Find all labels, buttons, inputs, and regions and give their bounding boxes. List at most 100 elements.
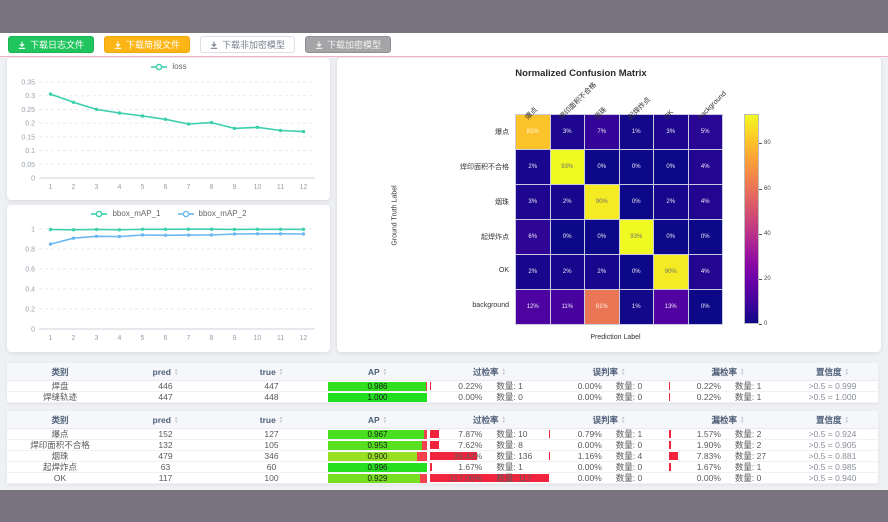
sort-caret-icon[interactable]: ▲ ▼: [501, 367, 506, 376]
cell-overdetect-rate: 1.67% 数量: 1: [430, 462, 549, 472]
download-plain-model-button[interactable]: 下载非加密模型: [200, 36, 296, 53]
column-label: 漏检率: [711, 366, 738, 377]
ap-bar-fill: [328, 393, 427, 402]
cell-misjudge-rate: 0.00% 数量: 0: [549, 440, 669, 450]
column-header-过检率[interactable]: 过检率 ▲ ▼: [430, 363, 549, 380]
legend-item-loss[interactable]: loss: [150, 62, 187, 71]
download-log-button[interactable]: 下载日志文件: [8, 36, 95, 53]
sort-caret-icon[interactable]: ▲ ▼: [621, 415, 626, 424]
svg-text:0.25: 0.25: [21, 107, 35, 114]
matrix-cell: 2%: [585, 255, 619, 289]
sort-caret-icon[interactable]: ▲ ▼: [278, 367, 284, 376]
cell-overdetect-rate: 0.22% 数量: 1: [430, 381, 549, 391]
metrics-table-2: 类别 pred ▲ ▼ true ▲ ▼ AP ▲ ▼ 过检率 ▲ ▼ 误判率 ▲ ▼ 漏检率 ▲ ▼ 置信度 ▲ ▼ 爆点…: [7, 411, 878, 484]
download-report-button[interactable]: 下载简报文件: [104, 36, 191, 53]
cell-overdetect-rate: 7.87% 数量: 10: [430, 429, 549, 439]
matrix-cell: 0%: [654, 150, 688, 184]
svg-text:9: 9: [233, 184, 237, 191]
table-header-row: 类别 pred ▲ ▼ true ▲ ▼ AP ▲ ▼ 过检率 ▲ ▼ 误判率 ▲ ▼ 漏检率 ▲ ▼ 置信度 ▲ ▼: [7, 363, 878, 381]
column-label: 类别: [51, 366, 69, 377]
sort-caret-icon[interactable]: ▲ ▼: [621, 367, 626, 376]
rate-count: 数量: 1: [496, 462, 523, 472]
column-header-true[interactable]: true ▲ ▼: [218, 363, 325, 380]
column-header-误判率[interactable]: 误判率 ▲ ▼: [549, 411, 669, 428]
cell-ap: 0.900: [325, 451, 430, 461]
legend-item-bbox_mAP_2[interactable]: bbox_mAP_2: [177, 209, 247, 218]
cell-miss-rate: 1.90% 数量: 2: [669, 440, 787, 450]
svg-text:0.4: 0.4: [25, 287, 35, 294]
column-header-漏检率[interactable]: 漏检率 ▲ ▼: [669, 363, 787, 380]
matrix-cell: 5%: [688, 115, 722, 149]
column-header-过检率[interactable]: 过检率 ▲ ▼: [430, 411, 549, 428]
matrix-cell: 0%: [585, 150, 619, 184]
legend-item-bbox_mAP_1[interactable]: bbox_mAP_1: [90, 209, 161, 218]
confusion-matrix-grid: 81% 3% 7% 1% 3% 5% 2% 93% 0% 0% 0% 4% 3% 2% 90% 0% 2% 4% 6…: [515, 114, 723, 325]
sort-caret-icon[interactable]: ▲ ▼: [173, 415, 179, 424]
column-header-pred[interactable]: pred ▲ ▼: [113, 363, 218, 380]
rate-bar: [549, 452, 551, 460]
ap-bar: 0.967: [328, 430, 427, 439]
rate-count: 数量: 10: [496, 429, 528, 439]
matrix-cell: 4%: [688, 185, 722, 219]
cell-miss-rate: 0.22% 数量: 1: [669, 392, 787, 402]
rate-percent: 1.67%: [458, 462, 483, 472]
sort-caret-icon[interactable]: ▲ ▼: [382, 415, 388, 424]
svg-text:2: 2: [72, 184, 76, 191]
sort-caret-icon[interactable]: ▲ ▼: [740, 367, 745, 376]
cell-class-name: 起焊炸点: [42, 462, 77, 472]
matrix-cell: 93%: [550, 150, 584, 184]
column-label: 置信度: [816, 414, 842, 425]
rate-bar: [549, 430, 551, 438]
matrix-cell: 93%: [619, 220, 653, 254]
rate-count: 数量: 1: [734, 462, 762, 472]
rate-percent: 1.67%: [696, 462, 721, 472]
sort-caret-icon[interactable]: ▲ ▼: [501, 415, 506, 424]
column-header-置信度[interactable]: 置信度 ▲ ▼: [787, 411, 878, 428]
sort-caret-icon[interactable]: ▲ ▼: [844, 415, 849, 424]
rate-count: 数量: 136: [496, 451, 533, 461]
download-encrypted-model-button[interactable]: 下载加密模型: [305, 36, 392, 53]
sort-caret-icon[interactable]: ▲ ▼: [740, 415, 745, 424]
column-label: 类别: [51, 414, 69, 425]
sort-caret-icon[interactable]: ▲ ▼: [173, 367, 179, 376]
rate-count: 数量: 117: [496, 473, 532, 483]
ap-bar-fill: [328, 382, 426, 391]
svg-text:8: 8: [210, 184, 214, 191]
table-row: 焊缝轨迹 447 448 1.000 0.00% 数量: 0 0.00% 数量: 0 0.22%…: [7, 392, 878, 403]
column-header-误判率[interactable]: 误判率 ▲ ▼: [549, 363, 669, 380]
column-header-pred[interactable]: pred ▲ ▼: [113, 411, 218, 428]
column-label: true: [259, 414, 276, 425]
column-label: true: [259, 366, 276, 377]
rate-percent: 0.22%: [458, 381, 483, 391]
matrix-cell: 61%: [585, 290, 619, 324]
sort-caret-icon[interactable]: ▲ ▼: [844, 367, 849, 376]
colorbar-tick-label: 60: [764, 185, 771, 192]
ap-value: 0.900: [367, 452, 388, 461]
metrics-table-1: 类别 pred ▲ ▼ true ▲ ▼ AP ▲ ▼ 过检率 ▲ ▼ 误判率 ▲ ▼ 漏检率 ▲ ▼ 置信度 ▲ ▼ 焊盘…: [7, 363, 878, 403]
matrix-cell: 2%: [654, 185, 688, 219]
rate-bar: [430, 430, 440, 438]
svg-text:0.05: 0.05: [21, 162, 35, 169]
column-label: AP: [367, 366, 380, 377]
column-header-置信度[interactable]: 置信度 ▲ ▼: [787, 363, 878, 380]
sort-caret-icon[interactable]: ▲ ▼: [278, 415, 284, 424]
column-header-true[interactable]: true ▲ ▼: [218, 411, 325, 428]
sort-caret-icon[interactable]: ▲ ▼: [382, 367, 388, 376]
colorbar-tick: [759, 233, 762, 235]
rate-bar: [669, 463, 671, 471]
matrix-cell: 0%: [688, 220, 722, 254]
ap-bar: 0.900: [328, 452, 427, 461]
rate-percent: 7.87%: [458, 429, 483, 439]
confusion-matrix-card: Normalized Confusion Matrix 81% 3% 7% 1% 3% 5…: [337, 58, 881, 352]
column-header-漏检率[interactable]: 漏检率 ▲ ▼: [669, 411, 787, 428]
column-header-AP[interactable]: AP ▲ ▼: [325, 411, 430, 428]
rate-count: 数量: 0: [615, 473, 643, 483]
column-label: 过检率: [473, 414, 499, 425]
rate-percent: 0.00%: [577, 381, 602, 391]
matrix-cell: 2%: [550, 255, 584, 289]
matrix-cell: 0%: [654, 220, 688, 254]
svg-text:1: 1: [49, 184, 53, 191]
svg-text:11: 11: [277, 184, 284, 191]
matrix-cell: 7%: [585, 115, 619, 149]
column-header-AP[interactable]: AP ▲ ▼: [325, 363, 430, 380]
